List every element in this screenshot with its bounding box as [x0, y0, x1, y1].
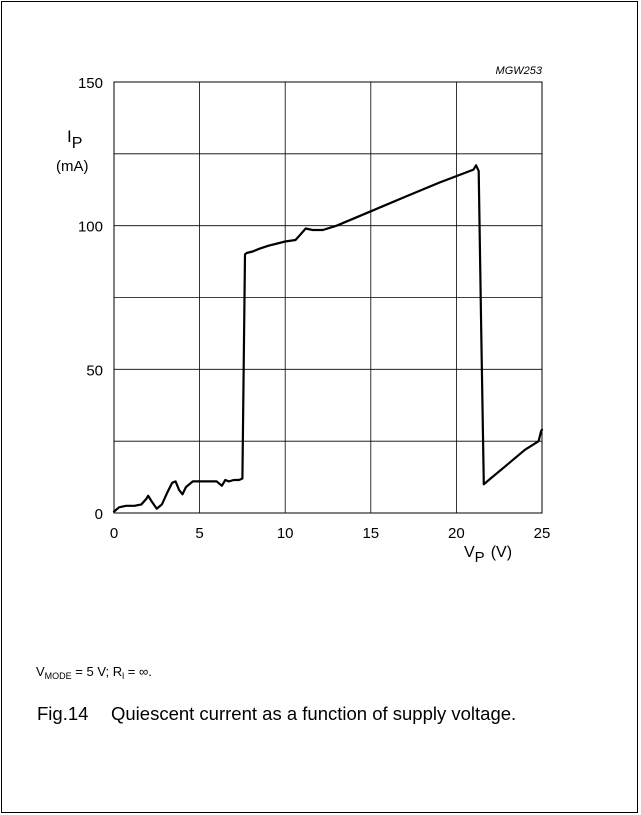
x-tick-label: 25	[534, 525, 551, 542]
figure-caption: Fig.14 Quiescent current as a function o…	[37, 700, 597, 727]
chart-code: MGW253	[496, 65, 543, 77]
x-tick-label: 10	[277, 525, 294, 542]
tick-labels: 0 5 10 15 20 25 0 50 100 150	[78, 75, 550, 542]
cond-v-symbol: V	[36, 664, 45, 679]
chart-grid	[113, 81, 543, 514]
x-tick-label: 5	[195, 525, 203, 542]
current-curve	[112, 164, 544, 513]
cond-v-subscript: MODE	[44, 671, 72, 681]
cond-r-subscript: l	[122, 671, 125, 681]
x-axis-symbol: V	[464, 544, 475, 561]
x-tick-label: 20	[448, 525, 465, 542]
series-layer	[112, 164, 544, 513]
x-tick-label: 15	[362, 525, 379, 542]
x-axis-unit: (V)	[491, 544, 512, 561]
cond-v-rest: = 5 V; R	[71, 664, 123, 679]
caption-label: Fig.14	[37, 703, 89, 724]
cond-r-rest: = ∞.	[124, 664, 152, 679]
x-axis-label: VP (V)	[464, 544, 512, 566]
y-tick-label: 100	[78, 219, 103, 236]
y-axis-unit: (mA)	[56, 158, 89, 175]
y-tick-label: 0	[95, 506, 103, 523]
caption-text: Quiescent current as a function of suppl…	[111, 703, 517, 724]
x-tick-label: 0	[110, 525, 118, 542]
x-axis-subscript: P	[475, 549, 485, 566]
test-conditions: VMODE = 5 V; Rl = ∞.	[36, 664, 152, 681]
y-tick-label: 150	[78, 75, 103, 92]
y-axis-symbol: I	[67, 127, 72, 146]
y-tick-label: 50	[86, 362, 103, 379]
y-axis-subscript: P	[72, 135, 83, 152]
y-axis-label: IP	[67, 127, 82, 152]
